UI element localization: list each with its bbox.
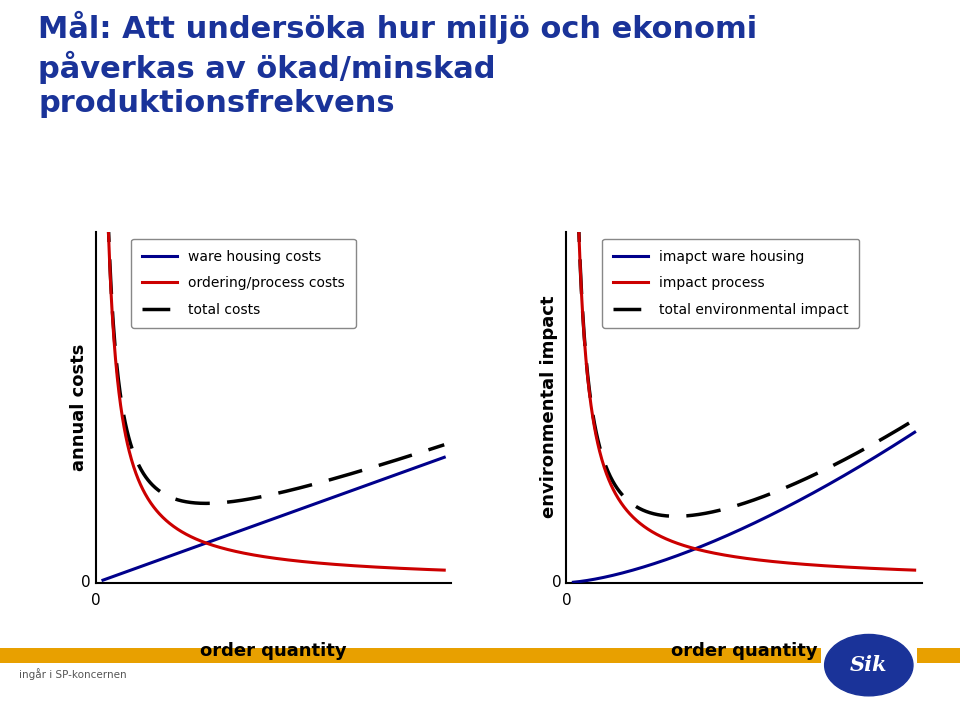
- Y-axis label: environmental impact: environmental impact: [540, 296, 558, 518]
- Text: 0: 0: [562, 592, 571, 608]
- Text: order quantity: order quantity: [201, 642, 347, 660]
- Text: order quantity: order quantity: [671, 642, 817, 660]
- Legend: ware housing costs, ordering/process costs, total costs: ware housing costs, ordering/process cos…: [132, 239, 356, 328]
- Text: 0: 0: [91, 592, 101, 608]
- Text: ingår i SP-koncernen: ingår i SP-koncernen: [19, 668, 127, 680]
- Legend: imapct ware housing, impact process, total environmental impact: imapct ware housing, impact process, tot…: [602, 239, 859, 328]
- Circle shape: [825, 635, 913, 696]
- Text: Mål: Att undersöka hur miljö och ekonomi
påverkas av ökad/minskad
produktionsfre: Mål: Att undersöka hur miljö och ekonomi…: [38, 11, 757, 119]
- Text: 0: 0: [552, 575, 562, 590]
- Text: 0: 0: [82, 575, 91, 590]
- Y-axis label: annual costs: annual costs: [70, 343, 87, 471]
- Text: Sik: Sik: [850, 655, 888, 675]
